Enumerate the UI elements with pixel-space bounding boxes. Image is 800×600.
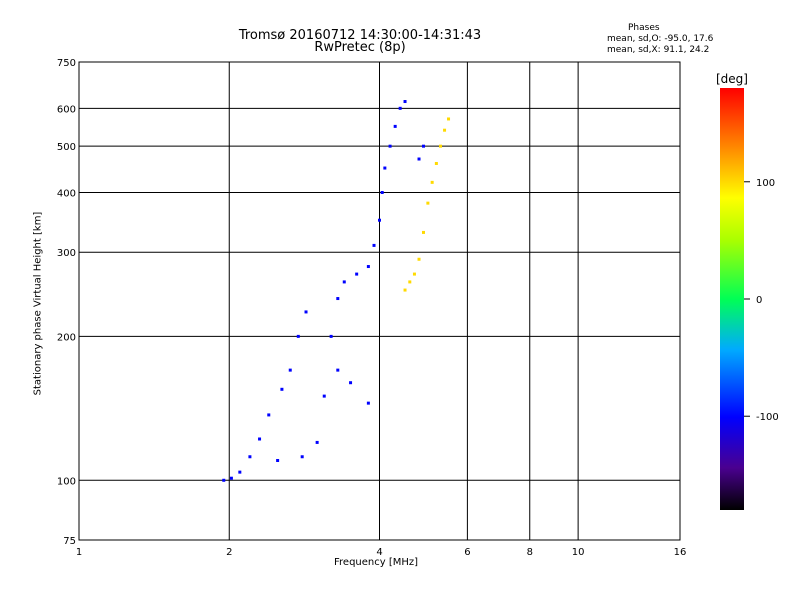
data-point xyxy=(336,368,340,372)
data-point xyxy=(322,394,326,398)
data-point xyxy=(388,144,392,148)
data-point xyxy=(366,401,370,405)
data-point xyxy=(248,455,252,459)
data-point xyxy=(383,166,387,170)
data-point xyxy=(426,201,430,205)
chart-title: Tromsø 20160712 14:30:00-14:31:43 xyxy=(238,28,482,43)
data-point xyxy=(355,272,359,276)
chart-subtitle: RwPretec (8p) xyxy=(314,40,406,55)
data-point xyxy=(403,288,407,292)
x-tick-label: 4 xyxy=(376,547,382,558)
data-points xyxy=(222,100,451,482)
x-tick-label: 10 xyxy=(572,547,585,558)
data-point xyxy=(380,190,384,194)
data-point xyxy=(439,144,443,148)
data-point xyxy=(447,117,451,121)
colorbar-ticks: 100 0 -100 xyxy=(744,178,779,423)
colorbar-tick-label: 100 xyxy=(756,178,775,189)
data-point xyxy=(349,381,353,385)
data-point xyxy=(403,100,407,104)
data-point xyxy=(366,265,370,269)
y-axis-label: Stationary phase Virtual Height [km] xyxy=(32,211,44,396)
data-point xyxy=(342,280,346,284)
data-point xyxy=(296,334,300,338)
data-point xyxy=(329,334,333,338)
x-axis-label: Frequency [MHz] xyxy=(334,557,419,568)
phases-x-stats: mean, sd,X: 91.1, 24.2 xyxy=(607,45,710,55)
data-point xyxy=(421,144,425,148)
data-point xyxy=(417,257,421,261)
data-point xyxy=(300,455,304,459)
data-point xyxy=(222,478,226,482)
data-point xyxy=(267,413,271,417)
colorbar xyxy=(720,88,744,510)
data-point xyxy=(408,280,412,284)
data-point xyxy=(398,106,402,110)
y-tick-label: 75 xyxy=(63,536,76,547)
data-point xyxy=(304,310,308,314)
data-point xyxy=(412,272,416,276)
x-tick-label: 6 xyxy=(464,547,470,558)
y-tick-label: 300 xyxy=(57,248,76,259)
y-tick-label: 400 xyxy=(57,188,76,199)
phases-o-stats: mean, sd,O: -95.0, 17.6 xyxy=(607,34,714,44)
data-point xyxy=(434,161,438,165)
colorbar-tick-label: 0 xyxy=(756,295,762,306)
data-point xyxy=(430,180,434,184)
data-point xyxy=(336,297,340,301)
x-tick-label: 8 xyxy=(527,547,533,558)
x-tick-label: 16 xyxy=(674,547,687,558)
y-tick-label: 100 xyxy=(57,476,76,487)
data-point xyxy=(378,218,381,222)
data-point xyxy=(229,476,233,480)
data-point xyxy=(372,243,376,247)
data-point xyxy=(417,157,421,161)
x-tick-label: 1 xyxy=(76,547,82,558)
plot-frame xyxy=(78,61,681,541)
data-point xyxy=(288,368,292,372)
data-point xyxy=(393,124,397,128)
x-tick-label: 2 xyxy=(226,547,232,558)
data-point xyxy=(315,440,319,444)
colorbar-tick-label: -100 xyxy=(756,412,779,423)
grid-lines xyxy=(79,62,680,540)
data-point xyxy=(443,128,447,132)
y-tick-label: 200 xyxy=(57,332,76,343)
data-point xyxy=(238,470,242,474)
y-tick-label: 600 xyxy=(57,104,76,115)
data-point xyxy=(276,458,280,462)
y-tick-label: 750 xyxy=(57,58,76,69)
phases-title: Phases xyxy=(628,23,660,33)
axis-ticks: 1 2 4 6 8 10 16 75 100 200 300 400 500 600 750 xyxy=(57,58,686,558)
data-point xyxy=(280,387,284,391)
data-point xyxy=(421,230,425,234)
y-tick-label: 500 xyxy=(57,142,76,153)
data-point xyxy=(258,437,262,441)
colorbar-label: [deg] xyxy=(716,72,748,86)
